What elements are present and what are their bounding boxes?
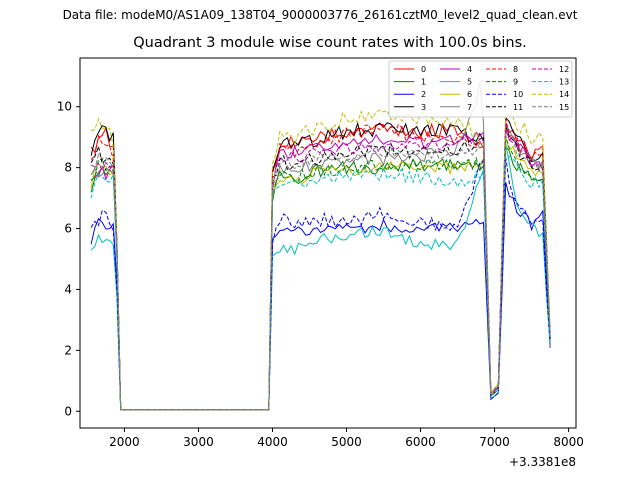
y-tick-label: 4: [64, 282, 72, 296]
series-lines: [90, 81, 551, 411]
series-line-10: [90, 156, 551, 411]
x-tick-label: 2000: [109, 435, 140, 449]
legend-label-13: 13: [559, 78, 569, 87]
legend-label-1: 1: [421, 78, 426, 87]
legend-box: [388, 60, 573, 118]
y-tick-label: 0: [64, 404, 72, 418]
legend-label-6: 6: [467, 90, 472, 99]
x-tick-label: 3000: [183, 435, 214, 449]
series-line-14: [90, 108, 551, 411]
series-line-2: [90, 182, 551, 411]
legend-label-14: 14: [559, 90, 569, 99]
y-axis: 0 2 4 6 8 10: [57, 100, 80, 418]
x-tick-label: 6000: [405, 435, 436, 449]
legend-label-2: 2: [421, 90, 426, 99]
legend-label-5: 5: [467, 78, 472, 87]
legend-label-9: 9: [513, 78, 518, 87]
y-tick-label: 6: [64, 222, 72, 236]
legend-label-3: 3: [421, 103, 426, 112]
y-tick-label: 2: [64, 343, 72, 357]
legend-label-15: 15: [559, 103, 569, 112]
x-tick-label: 4000: [257, 435, 288, 449]
series-line-9: [90, 136, 551, 411]
series-line-15: [90, 132, 551, 411]
legend-label-10: 10: [513, 90, 523, 99]
series-line-1: [90, 144, 551, 411]
legend-label-4: 4: [467, 65, 472, 74]
series-line-13: [90, 155, 551, 411]
chart-suptitle: Data file: modeM0/AS1A09_138T04_90000037…: [62, 8, 578, 22]
series-line-5: [90, 143, 551, 411]
series-line-4: [90, 128, 551, 411]
legend-label-0: 0: [421, 65, 426, 74]
x-tick-label: 7000: [479, 435, 510, 449]
legend-label-7: 7: [467, 103, 472, 112]
x-tick-label: 5000: [331, 435, 362, 449]
legend-label-12: 12: [559, 65, 569, 74]
chart-title: Quadrant 3 module wise count rates with …: [133, 35, 527, 51]
axes-frame: [79, 57, 577, 429]
legend-label-11: 11: [513, 103, 523, 112]
x-offset-label: +3.3381e8: [509, 455, 576, 469]
x-axis: 2000 3000 4000 5000 6000 7000 8000: [109, 428, 584, 449]
y-tick-label: 8: [64, 161, 72, 175]
x-tick-label: 8000: [553, 435, 584, 449]
legend-label-8: 8: [513, 65, 518, 74]
y-tick-label: 10: [57, 100, 72, 114]
